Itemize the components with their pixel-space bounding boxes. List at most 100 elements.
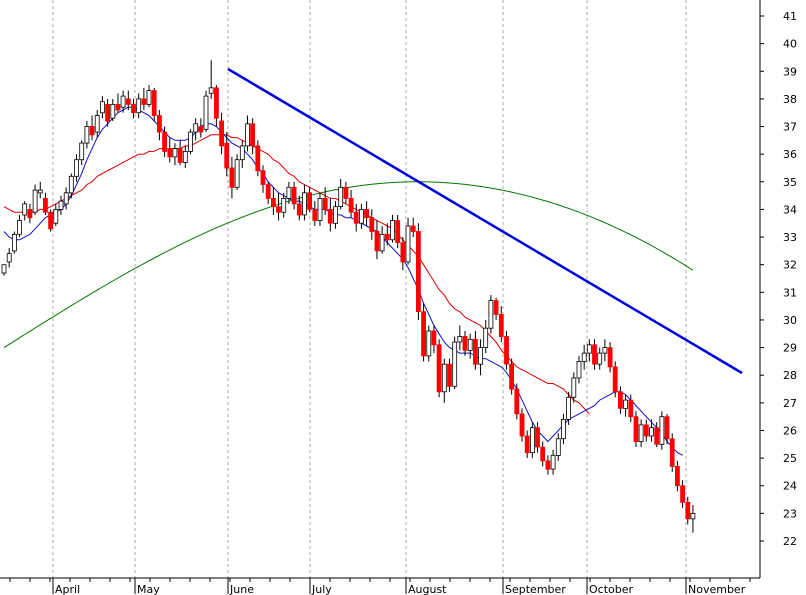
- candle-body-down: [43, 197, 48, 213]
- candle-body-down: [628, 399, 634, 418]
- candle-body-up: [690, 513, 696, 520]
- candle-body-up: [452, 341, 458, 387]
- candle: [415, 223, 421, 320]
- y-tick-label: 32: [783, 259, 797, 272]
- candle: [79, 140, 85, 166]
- candle-body-up: [441, 363, 447, 393]
- candle-body-up: [84, 126, 90, 144]
- candle: [447, 358, 452, 392]
- candle-body-down: [48, 211, 53, 230]
- candle-body-up: [379, 233, 385, 252]
- candle: [141, 87, 147, 110]
- candle: [384, 223, 390, 246]
- x-tick-label: November: [688, 583, 746, 595]
- y-tick-label: 35: [783, 176, 797, 189]
- candle: [177, 140, 183, 166]
- candle: [224, 132, 230, 177]
- candle: [685, 496, 691, 525]
- candle: [545, 455, 551, 475]
- candle: [592, 339, 597, 370]
- candle: [182, 145, 188, 168]
- candle-body-up: [561, 418, 566, 440]
- candle-body-down: [395, 220, 401, 244]
- candle-body-up: [11, 233, 17, 252]
- candle: [100, 96, 105, 119]
- candle-body-down: [607, 347, 613, 368]
- candle: [628, 394, 634, 423]
- candle-body-up: [63, 192, 69, 205]
- candle: [286, 181, 292, 204]
- candle: [270, 187, 276, 215]
- candle-body-up: [586, 344, 592, 354]
- candle-body-up: [571, 377, 577, 398]
- x-tick-labels: April May June July August September October No…: [9, 578, 751, 595]
- candle-body-up: [22, 203, 28, 216]
- y-tick-label: 30: [783, 314, 797, 327]
- candle: [213, 85, 219, 127]
- candles: [1, 60, 696, 533]
- candle-body-up: [110, 104, 116, 119]
- candle: [659, 411, 665, 450]
- candle-body-down: [421, 311, 427, 357]
- candle: [193, 118, 199, 141]
- candle: [6, 248, 12, 268]
- candle: [301, 184, 307, 221]
- candle-body-down: [219, 120, 225, 147]
- candle: [89, 115, 95, 141]
- candle: [343, 181, 349, 204]
- candle-body-down: [535, 427, 540, 448]
- candle-body-up: [488, 300, 494, 329]
- x-tick-label: July: [311, 583, 332, 595]
- candle: [172, 143, 178, 166]
- candle: [504, 331, 509, 370]
- candle-body-up: [483, 327, 489, 348]
- candle-body-down: [493, 300, 499, 315]
- candle: [649, 419, 654, 442]
- candle: [395, 214, 401, 249]
- candle: [571, 372, 577, 403]
- candle: [550, 449, 556, 475]
- candle-body-down: [504, 336, 509, 365]
- candle: [327, 198, 333, 232]
- candle: [519, 408, 525, 442]
- candle: [488, 295, 494, 334]
- y-tick-label: 39: [783, 65, 797, 78]
- candle-body-up: [638, 424, 644, 442]
- candle-body-up: [602, 347, 608, 354]
- candle: [535, 422, 540, 453]
- candle-body-down: [255, 145, 261, 172]
- y-tick-label: 34: [783, 203, 797, 216]
- candle: [478, 339, 484, 376]
- plot-background: [0, 0, 760, 578]
- candle-body-down: [436, 344, 442, 393]
- candle-body-down: [447, 363, 452, 387]
- y-tick-label: 40: [783, 38, 797, 51]
- candle: [410, 217, 416, 238]
- candle-body-down: [353, 211, 359, 224]
- y-tick-label: 26: [783, 424, 797, 437]
- candle: [58, 195, 64, 215]
- candle-body-down: [685, 501, 691, 520]
- candle: [265, 181, 271, 204]
- candle-body-down: [270, 197, 276, 208]
- candle-body-down: [89, 126, 95, 136]
- candle-body-up: [649, 427, 654, 437]
- candle-body-up: [17, 220, 22, 235]
- candle-body-up: [94, 115, 100, 133]
- candle-body-down: [524, 435, 530, 454]
- candle: [1, 264, 7, 276]
- candle-body-up: [146, 90, 152, 105]
- candle: [338, 179, 344, 210]
- candle: [32, 184, 38, 215]
- candle-body-up: [281, 197, 287, 213]
- candle: [48, 209, 53, 232]
- candle-body-down: [374, 231, 380, 252]
- candle-body-up: [68, 175, 74, 194]
- candle-body-down: [643, 424, 649, 437]
- candle: [457, 325, 463, 351]
- x-tick-label: April: [55, 583, 80, 595]
- candle-body-up: [550, 454, 556, 470]
- candle-body-up: [136, 98, 142, 114]
- candle-body-up: [457, 336, 463, 343]
